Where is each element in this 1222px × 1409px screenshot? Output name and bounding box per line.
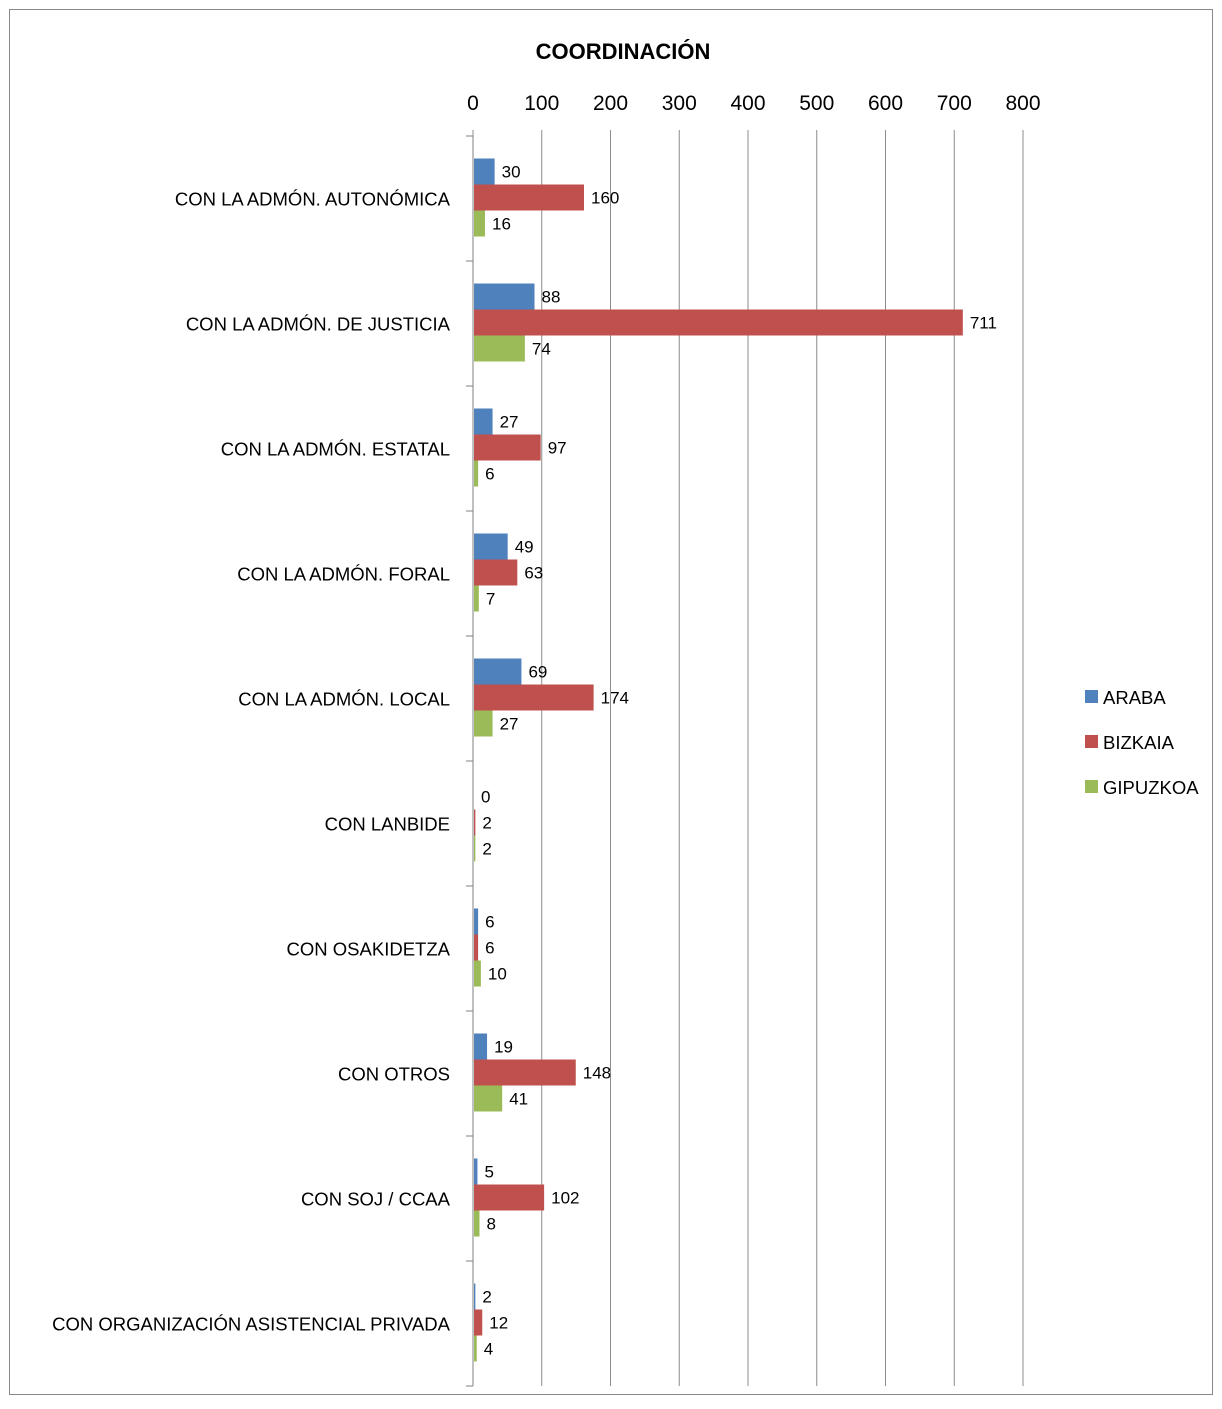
data-label: 74 [532, 340, 551, 359]
data-label: 7 [486, 590, 495, 609]
bar-gipuzkoa [474, 210, 485, 237]
bar-araba [474, 533, 508, 560]
bar-bizkaia [474, 684, 594, 711]
data-label: 27 [500, 413, 519, 432]
data-label: 63 [524, 564, 543, 583]
data-label: 88 [542, 288, 561, 307]
data-label: 0 [481, 788, 490, 807]
bar-gipuzkoa [474, 585, 479, 612]
data-label: 148 [583, 1064, 611, 1083]
category-label: CON LA ADMÓN. AUTONÓMICA [175, 189, 451, 210]
legend-swatch-araba [1085, 690, 1098, 703]
data-label: 8 [487, 1215, 496, 1234]
data-label: 4 [484, 1340, 493, 1359]
data-label: 174 [601, 689, 629, 708]
data-label: 102 [551, 1189, 579, 1208]
data-label: 711 [970, 314, 997, 333]
bar-bizkaia [474, 184, 584, 211]
data-label: 5 [484, 1163, 493, 1182]
category-label: CON LA ADMÓN. LOCAL [238, 689, 450, 710]
data-label: 2 [482, 814, 491, 833]
category-label: CON ORGANIZACIÓN ASISTENCIAL PRIVADA [52, 1314, 450, 1335]
category-label: CON LA ADMÓN. ESTATAL [221, 439, 450, 460]
bar-araba [474, 408, 493, 435]
data-label: 16 [492, 215, 511, 234]
bar-gipuzkoa [474, 335, 525, 362]
bar-araba [474, 1158, 478, 1185]
data-label: 2 [482, 840, 491, 859]
bar-bizkaia [474, 809, 476, 836]
category-label: CON LANBIDE [325, 814, 450, 835]
x-tick-label: 700 [937, 92, 972, 115]
bar-bizkaia [474, 1059, 576, 1086]
x-tick-label: 100 [524, 92, 559, 115]
x-tick-label: 400 [730, 92, 765, 115]
bar-araba [474, 908, 479, 935]
bar-gipuzkoa [474, 835, 476, 862]
bar-bizkaia [474, 559, 518, 586]
data-label: 19 [494, 1038, 513, 1057]
x-tick-label: 500 [799, 92, 834, 115]
data-labels: 30 160 16 88 711 74 27 97 6 49 63 7 69 174 27 0 2 2 6 6 10 19… [481, 163, 997, 1359]
category-label: CON LA ADMÓN. DE JUSTICIA [186, 314, 451, 335]
legend: ARABA BIZKAIA GIPUZKOA [1085, 687, 1199, 798]
bars [474, 158, 963, 1362]
bar-gipuzkoa [474, 460, 479, 487]
data-label: 160 [591, 189, 619, 208]
bar-gipuzkoa [474, 1335, 477, 1362]
bar-bizkaia [474, 309, 963, 336]
data-label: 12 [489, 1314, 508, 1333]
x-tick-label: 600 [868, 92, 903, 115]
legend-label: ARABA [1103, 687, 1166, 708]
data-label: 6 [485, 913, 494, 932]
bar-gipuzkoa [474, 710, 493, 737]
data-label: 69 [528, 663, 547, 682]
category-label: CON LA ADMÓN. FORAL [237, 564, 450, 585]
category-label: CON SOJ / CCAA [301, 1189, 451, 1210]
bar-gipuzkoa [474, 960, 481, 987]
legend-swatch-bizkaia [1085, 735, 1098, 748]
bar-araba [474, 158, 495, 185]
bar-bizkaia [474, 1184, 545, 1211]
bar-bizkaia [474, 1309, 483, 1336]
data-label: 41 [509, 1090, 528, 1109]
data-label: 49 [515, 538, 534, 557]
data-label: 6 [485, 939, 494, 958]
x-tick-label: 800 [1005, 92, 1040, 115]
data-label: 6 [485, 465, 494, 484]
bar-araba [474, 1283, 476, 1310]
data-label: 97 [548, 439, 567, 458]
data-label: 30 [502, 163, 521, 182]
gridlines [466, 130, 1024, 1387]
bar-gipuzkoa [474, 1085, 503, 1112]
legend-label: GIPUZKOA [1103, 777, 1199, 798]
bar-araba [474, 658, 522, 685]
bar-bizkaia [474, 934, 479, 961]
bar-gipuzkoa [474, 1210, 480, 1237]
chart-title: COORDINACIÓN [536, 39, 711, 64]
bar-araba [474, 283, 535, 310]
category-label: CON OSAKIDETZA [287, 939, 451, 960]
legend-swatch-gipuzkoa [1085, 780, 1098, 793]
category-label: CON OTROS [338, 1064, 450, 1085]
x-tick-label: 0 [467, 92, 479, 115]
bar-araba [474, 1033, 488, 1060]
y-axis-categories: CON LA ADMÓN. AUTONÓMICA CON LA ADMÓN. DE… [52, 189, 450, 1335]
data-label: 2 [482, 1288, 491, 1307]
x-tick-label: 200 [593, 92, 628, 115]
x-tick-label: 300 [662, 92, 697, 115]
x-axis-ticks: 0 100 200 300 400 500 600 700 800 [467, 92, 1040, 115]
bar-bizkaia [474, 434, 541, 461]
data-label: 10 [488, 965, 507, 984]
data-label: 27 [500, 715, 519, 734]
legend-label: BIZKAIA [1103, 732, 1175, 753]
